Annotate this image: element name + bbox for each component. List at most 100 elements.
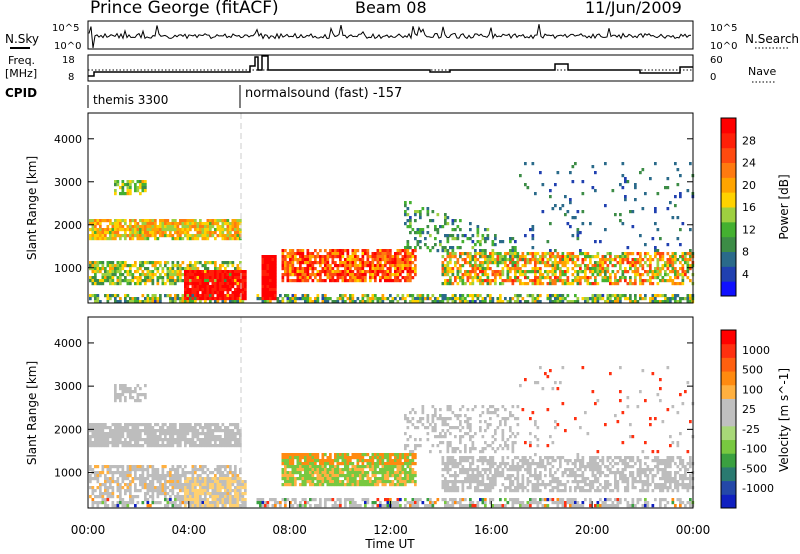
- velocity-yaxis-ticks: 1000 2000 3000 4000: [54, 337, 693, 480]
- xtick-label: 00:00: [71, 523, 106, 537]
- colorbar-tick-label: 1000: [742, 344, 770, 357]
- power-yaxis-ticks: 1000 2000 3000 4000: [54, 133, 693, 275]
- colorbar-tick-label: -1000: [742, 482, 774, 495]
- colorbar-swatch: [721, 343, 736, 358]
- colorbar-tick-label: -500: [742, 462, 767, 475]
- power-panel: 1000 2000 3000 4000 Slant Range [km]: [25, 112, 695, 304]
- velocity-colorbar-ticks: 1000 500 100 25 -25 -100 -500 -1000: [742, 344, 774, 495]
- freq-panel-frame: [87, 54, 694, 82]
- colorbar-swatch: [721, 371, 736, 386]
- colorbar-tick-label: 12: [742, 223, 756, 236]
- power-colorbar-frame: [720, 117, 737, 297]
- velocity-panel: 1000 2000 3000 4000 00:00 04:00 08:00 12:00 16:…: [25, 316, 711, 551]
- colorbar-swatch: [721, 266, 736, 282]
- colorbar-tick-label: 100: [742, 383, 763, 396]
- xtick-label: 16:00: [474, 523, 509, 537]
- colorbar-swatch: [721, 425, 736, 441]
- power-colorbar: 4 8 12 16 20 24 28 Power [dB]: [720, 117, 791, 297]
- date-title: 11/Jun/2009: [585, 0, 682, 17]
- velocity-colorbar-swatches: [721, 330, 736, 509]
- velocity-data-cells: [89, 366, 695, 508]
- freq-tick-bottom: 8: [68, 72, 74, 83]
- noise-series-line: [88, 24, 692, 49]
- nsearch-label: N.Search: [745, 32, 799, 46]
- noise-panel: 10^5 10^0 10^5 10^0: [52, 20, 737, 52]
- velocity-xlabel: Time UT: [364, 537, 415, 551]
- xtick-label: 04:00: [172, 523, 207, 537]
- colorbar-tick-label: 4: [742, 268, 749, 281]
- colorbar-swatch: [721, 384, 736, 399]
- colorbar-tick-label: 25: [742, 403, 756, 416]
- colorbar-swatch: [721, 251, 736, 267]
- colorbar-swatch: [721, 466, 736, 482]
- noise-tick-right-top: 10^5: [710, 23, 737, 34]
- noise-tick-right-bottom: 10^0: [710, 41, 737, 52]
- colorbar-swatch: [721, 281, 736, 297]
- colorbar-tick-label: 20: [742, 179, 756, 192]
- cpid-panel: themis 3300 normalsound (fast) -157: [87, 85, 402, 108]
- beam-title: Beam 08: [355, 0, 427, 17]
- freq-unit-label: [MHz]: [5, 67, 37, 80]
- noise-panel-frame: [87, 20, 694, 50]
- cpid-label: CPID: [5, 86, 37, 100]
- colorbar-swatch: [721, 132, 736, 149]
- nave-label: Nave: [748, 65, 776, 78]
- cpid-label-1: themis 3300: [93, 93, 168, 107]
- ytick-label: 2000: [54, 219, 82, 232]
- colorbar-tick-label: -25: [742, 423, 760, 436]
- ytick-label: 4000: [54, 337, 82, 350]
- freq-series-line: [88, 55, 693, 77]
- power-data-cells: [89, 162, 695, 304]
- power-panel-frame: [87, 112, 694, 304]
- ytick-label: 1000: [54, 467, 82, 480]
- colorbar-swatch: [721, 177, 736, 193]
- ytick-label: 3000: [54, 380, 82, 393]
- colorbar-swatch: [721, 439, 736, 454]
- colorbar-tick-label: -100: [742, 443, 767, 456]
- colorbar-swatch: [721, 494, 736, 509]
- noise-tick-left-bottom: 10^0: [54, 41, 81, 52]
- station-title: Prince George (fitACF): [90, 0, 279, 18]
- cpid-label-2: normalsound (fast) -157: [245, 86, 402, 101]
- colorbar-swatch: [721, 192, 736, 208]
- xtick-label: 20:00: [575, 523, 610, 537]
- xtick-label: 00:00: [676, 523, 711, 537]
- power-colorbar-swatches: [721, 118, 736, 297]
- velocity-colorbar: 1000 500 100 25 -25 -100 -500 -1000 Velocity [m…: [720, 329, 791, 509]
- colorbar-swatch: [721, 453, 736, 468]
- freq-label: Freq.: [8, 54, 35, 67]
- colorbar-tick-label: 500: [742, 364, 763, 377]
- colorbar-swatch: [721, 480, 736, 495]
- noise-tick-left-top: 10^5: [52, 23, 79, 34]
- velocity-colorbar-frame: [720, 329, 737, 509]
- colorbar-swatch: [721, 162, 736, 178]
- colorbar-tick-label: 28: [742, 134, 756, 147]
- ytick-label: 3000: [54, 176, 82, 189]
- colorbar-swatch: [721, 221, 736, 238]
- colorbar-tick-label: 24: [742, 157, 756, 170]
- velocity-colorbar-label: Velocity [m s^-1]: [777, 368, 791, 472]
- colorbar-swatch: [721, 118, 736, 134]
- nsky-label: N.Sky: [5, 32, 39, 46]
- colorbar-swatch: [721, 412, 736, 427]
- colorbar-swatch: [721, 236, 736, 252]
- velocity-xaxis-ticks: 00:00 04:00 08:00 12:00 16:00 20:00 00:00: [71, 501, 711, 537]
- colorbar-swatch: [721, 398, 736, 413]
- colorbar-swatch: [721, 147, 736, 163]
- freq-tick-top: 18: [62, 55, 75, 66]
- xtick-label: 12:00: [373, 523, 408, 537]
- colorbar-tick-label: 8: [742, 246, 749, 259]
- colorbar-tick-label: 16: [742, 201, 756, 214]
- colorbar-swatch: [721, 357, 736, 372]
- power-colorbar-ticks: 4 8 12 16 20 24 28: [742, 134, 756, 281]
- ytick-label: 4000: [54, 133, 82, 146]
- power-colorbar-label: Power [dB]: [777, 174, 791, 239]
- nave-tick-bottom: 0: [710, 72, 716, 83]
- colorbar-swatch: [721, 330, 736, 345]
- nave-tick-top: 60: [710, 55, 723, 66]
- ytick-label: 1000: [54, 262, 82, 275]
- colorbar-swatch: [721, 207, 736, 223]
- velocity-ylabel: Slant Range [km]: [25, 361, 39, 465]
- power-ylabel: Slant Range [km]: [25, 156, 39, 260]
